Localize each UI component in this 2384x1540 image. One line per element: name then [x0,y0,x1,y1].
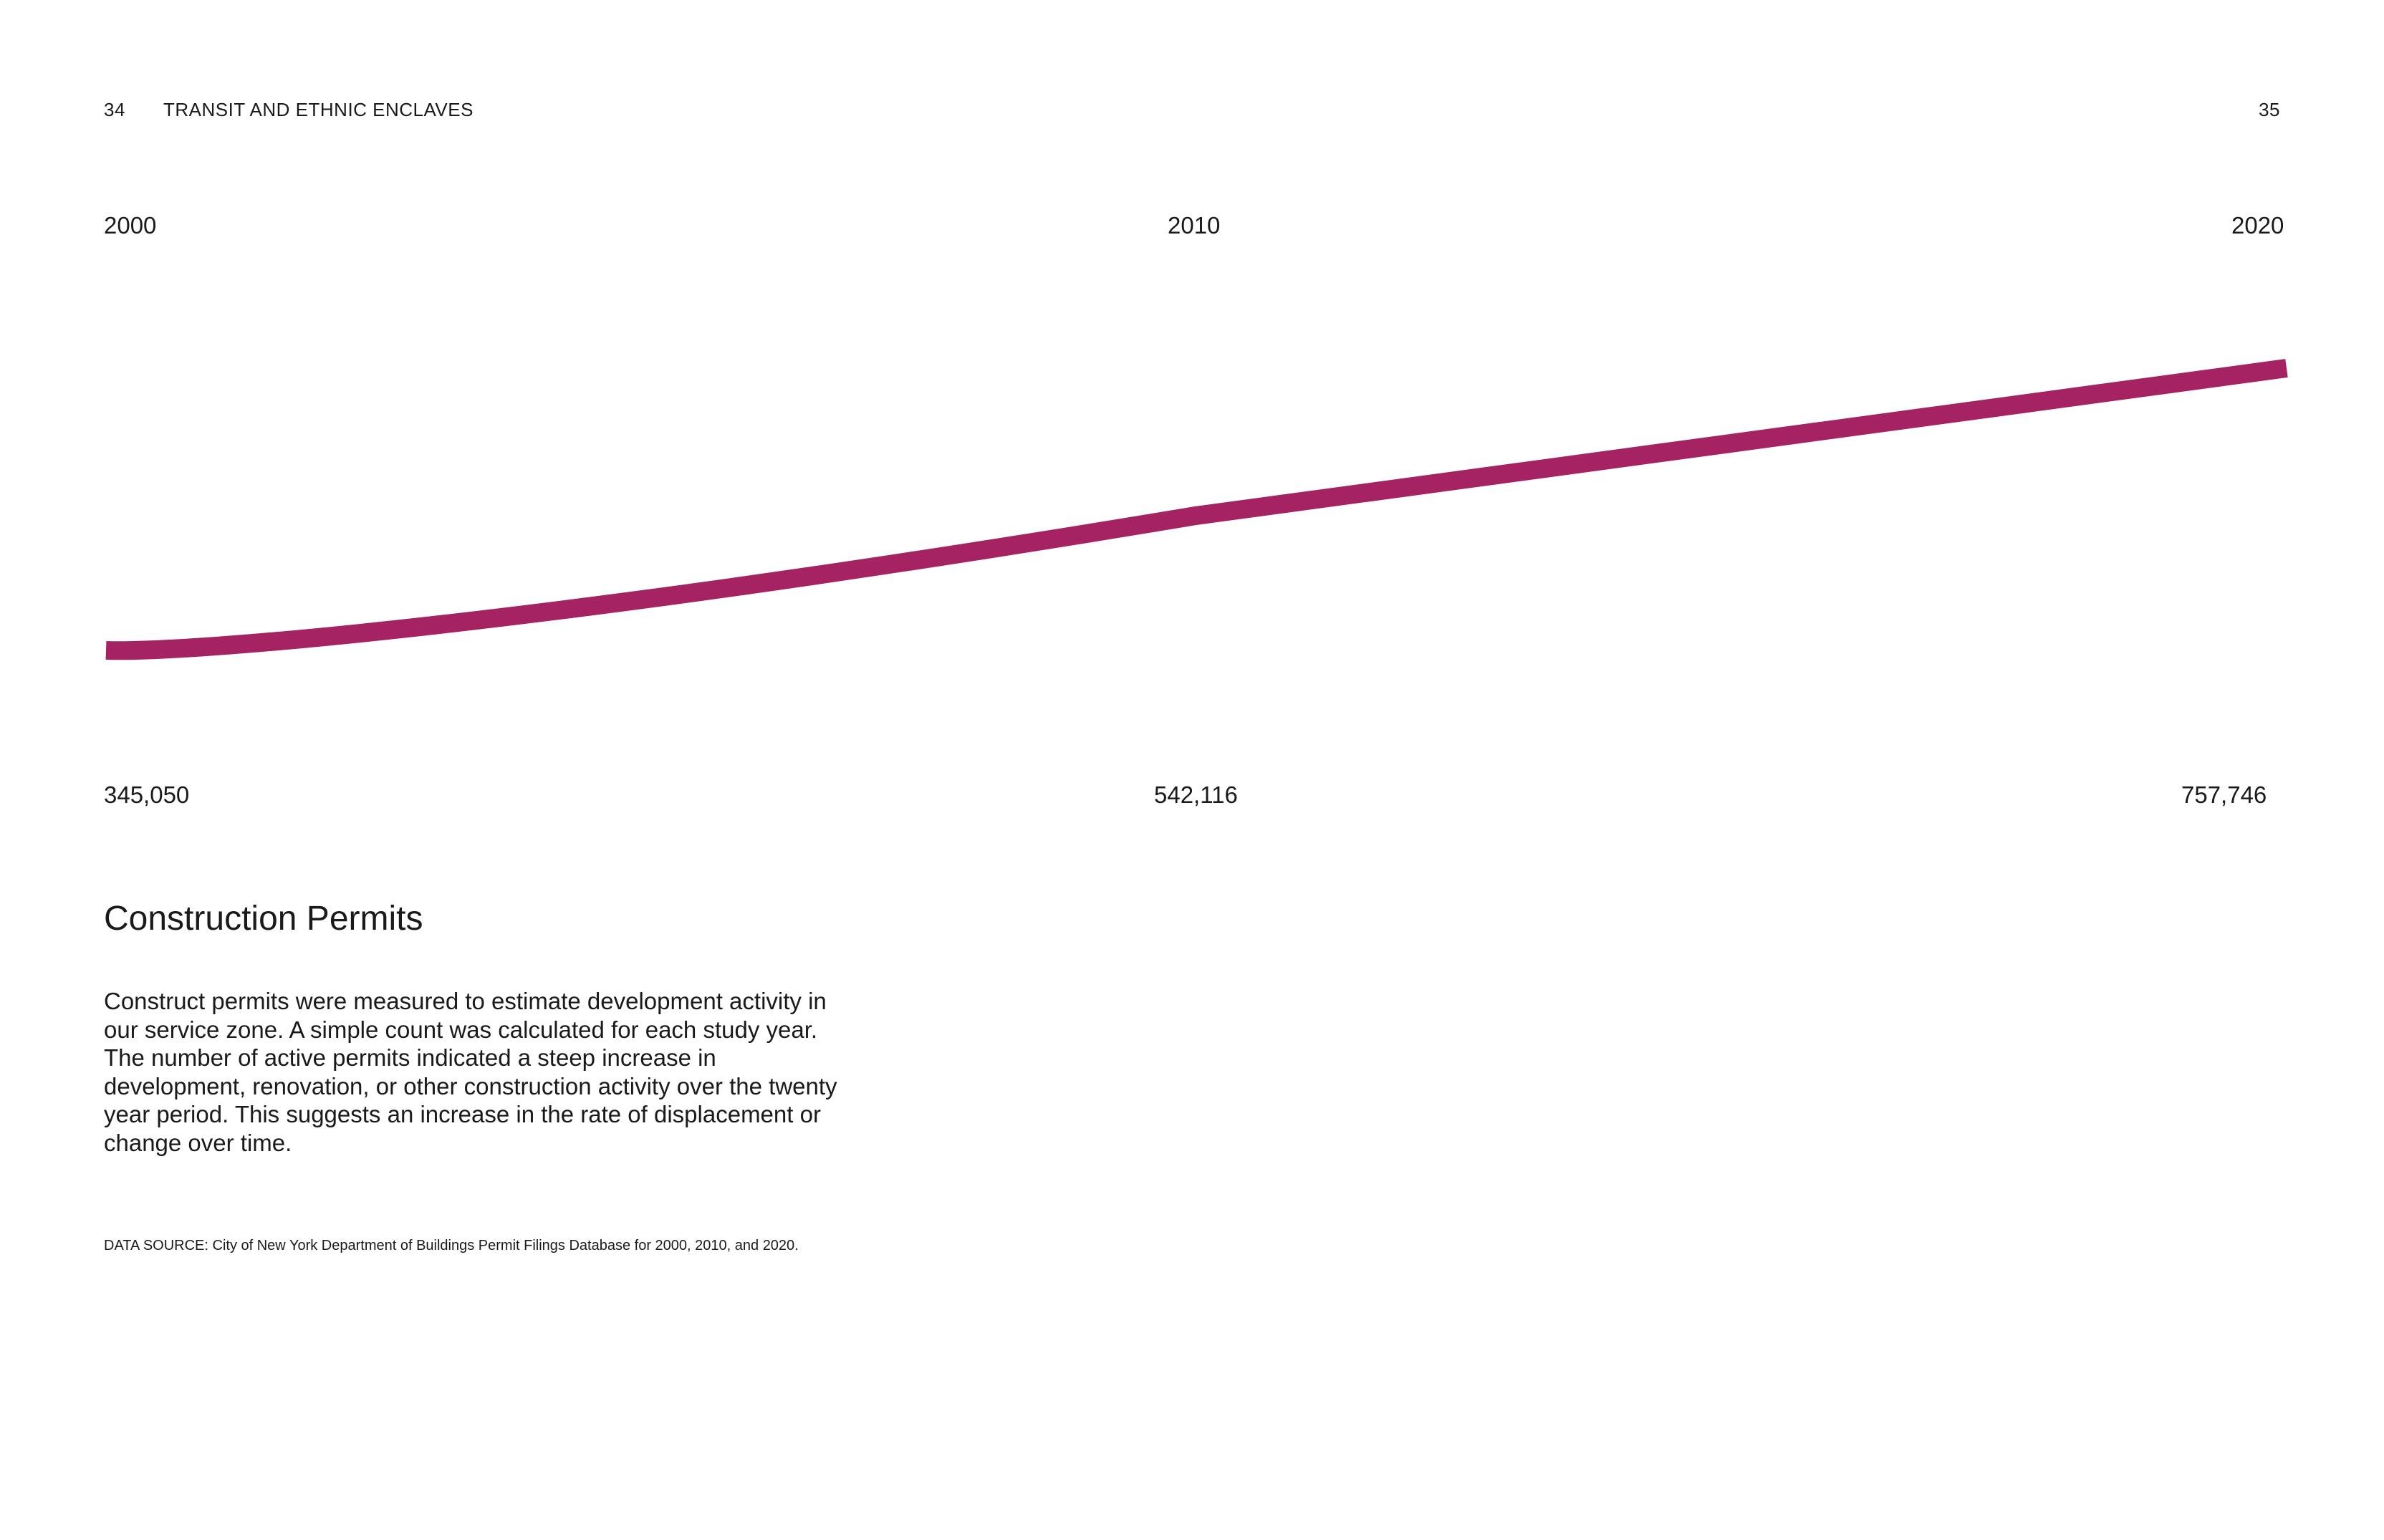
section-body-text: Construct permits were measured to estim… [104,988,837,1156]
running-title: TRANSIT AND ETHNIC ENCLAVES [163,99,474,120]
chart-x-tick-2010: 2010 [1168,212,1221,239]
page-number-left: 34 [104,99,125,120]
chart-data-label-2000: 345,050 [104,781,190,808]
chart-data-label-2020: 757,746 [2181,781,2267,808]
chart-x-tick-2020: 2020 [2231,212,2284,239]
page-number-right: 35 [2259,99,2280,120]
chart-x-tick-2000: 2000 [104,212,157,239]
chart-data-label-2010: 542,116 [1154,781,1238,808]
series-line-permits [105,359,2288,660]
section-title: Construction Permits [104,900,423,938]
data-source-note: DATA SOURCE: City of New York Department… [104,1238,799,1253]
line-chart [105,359,2288,660]
